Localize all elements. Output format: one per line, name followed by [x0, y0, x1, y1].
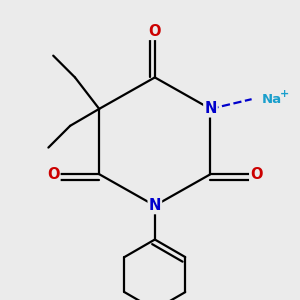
Text: O: O [47, 167, 59, 182]
Text: +: + [279, 89, 289, 99]
Text: N: N [204, 101, 217, 116]
Text: N: N [149, 198, 161, 213]
Text: O: O [148, 24, 161, 39]
Text: O: O [250, 167, 263, 182]
Text: Na: Na [261, 93, 281, 106]
